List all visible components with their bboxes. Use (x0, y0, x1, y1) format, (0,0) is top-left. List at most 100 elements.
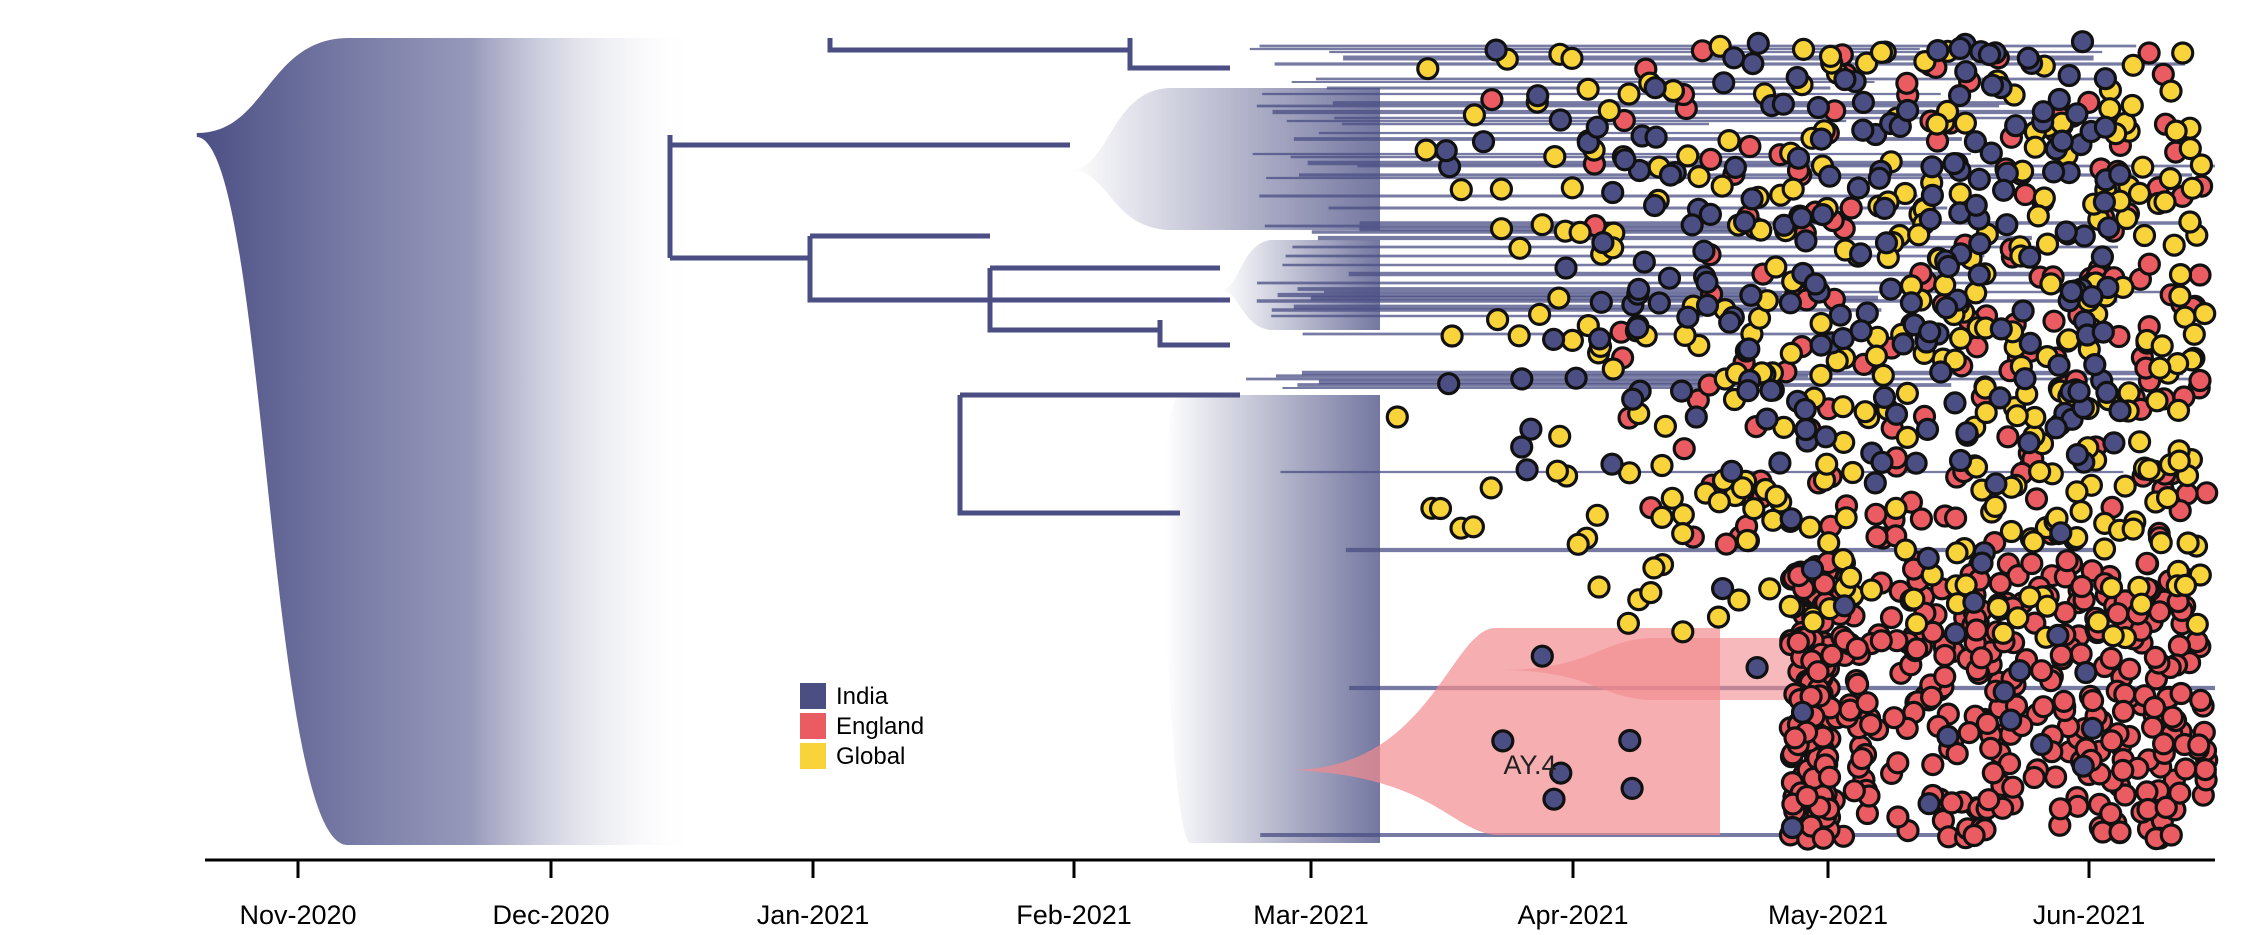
tip-global (2092, 537, 2117, 561)
tip-england (1811, 826, 1836, 850)
tip-global (1616, 611, 1641, 635)
tip-global (2005, 404, 2029, 428)
tip-global (1461, 515, 1486, 539)
tip-india (1720, 459, 1744, 483)
tip-india (1680, 213, 1704, 237)
tip-england (1783, 726, 1807, 750)
tip-england (1820, 643, 1844, 667)
tip-india (1848, 242, 1873, 266)
tip-england (1817, 765, 1842, 789)
tip-england (1957, 720, 1981, 745)
tip-global (1449, 178, 1473, 202)
legend: India England Global (800, 683, 924, 770)
tip-india (1793, 397, 1817, 422)
tip-global (2150, 334, 2174, 358)
x-axis: Nov-2020 Dec-2020 Jan-2021 Feb-2021 Mar-2021… (205, 858, 2215, 930)
tip-global (2158, 167, 2182, 191)
tip-global (1818, 44, 1843, 69)
tip-global (1831, 395, 1855, 419)
tip-india (1828, 303, 1852, 327)
tip-india (1669, 379, 1694, 403)
tip-global (2121, 517, 2145, 541)
tip-global (1489, 217, 1514, 241)
tip-india (1814, 425, 1838, 449)
tip-england (1839, 196, 1863, 220)
tip-india (1732, 210, 1757, 234)
tip-global (2171, 41, 2195, 65)
tip-global (1543, 145, 1567, 169)
tip-india (1989, 317, 2013, 341)
tip-england (1943, 506, 1968, 530)
tip-india (1789, 206, 1814, 230)
tip-india (1895, 98, 1920, 123)
tip-england (2029, 659, 2054, 683)
tip-india (2042, 160, 2066, 184)
tip-global (2185, 612, 2209, 636)
tip-global (1871, 363, 1895, 387)
tip-india (1947, 83, 1972, 108)
tip-india (1779, 507, 1803, 531)
tip-england (2111, 758, 2135, 783)
tip-global (1764, 484, 1788, 508)
x-tick-label: Apr-2021 (1517, 900, 1628, 930)
tip-india (1955, 421, 1979, 445)
tip-england (1714, 532, 1739, 556)
tip-india (2093, 115, 2117, 139)
tip-india (1484, 38, 1508, 62)
tip-india (1968, 232, 1992, 256)
tip-global (1639, 580, 1663, 605)
ay4-subfan (1500, 638, 1800, 700)
tip-india (1934, 296, 1959, 320)
tip-global (1902, 587, 1926, 611)
tip-global (1479, 476, 1503, 500)
tree-branch-5 (990, 265, 1230, 348)
tip-england (1962, 823, 1986, 848)
tip-england (1850, 746, 1874, 771)
tip-global (2027, 460, 2052, 484)
x-tick-label: Dec-2020 (492, 900, 609, 930)
tip-india (1676, 305, 1700, 329)
tip-global (1864, 344, 1889, 368)
tip-global (1585, 503, 1609, 527)
tip-england (2020, 551, 2044, 576)
tip-england (1895, 71, 1919, 95)
tip-india (1943, 621, 1968, 646)
tip-india (1642, 193, 1667, 218)
tip-global (1834, 506, 1858, 530)
tip-global (2035, 594, 2059, 618)
tip-india (1872, 385, 1897, 409)
x-tick-label: Jan-2021 (757, 900, 870, 930)
tip-england (1882, 706, 1906, 730)
tip-england (2137, 41, 2161, 65)
tip-global (2113, 474, 2137, 498)
tip-india (2108, 399, 2132, 423)
tip-india (1964, 193, 1988, 217)
tip-england (2049, 643, 2073, 667)
tip-england (2168, 781, 2192, 805)
tip-global (1991, 621, 2015, 645)
tip-global (1735, 528, 1759, 553)
tip-england (2099, 646, 2123, 671)
tip-india (1692, 239, 1716, 263)
tip-england (2081, 688, 2105, 713)
tip-global (2128, 430, 2152, 454)
tip-global (1485, 308, 1510, 332)
tip-global (1953, 111, 1978, 135)
tip-global (1727, 588, 1751, 612)
tip-global (2021, 530, 2046, 554)
tip-india (1780, 815, 1805, 840)
tip-england (2055, 549, 2079, 573)
tip-global (1671, 521, 1695, 546)
tip-global (1548, 424, 1572, 448)
tip-india (1710, 576, 1735, 601)
tip-global (1859, 578, 1884, 602)
tip-global (2069, 499, 2093, 524)
tip-india (1810, 203, 1835, 227)
tip-india (1723, 155, 1748, 179)
tip-india (1437, 372, 1461, 396)
tip-india (2047, 87, 2071, 112)
tip-england (2052, 689, 2076, 714)
tip-india (2059, 279, 2084, 304)
tip-global (2180, 176, 2204, 200)
